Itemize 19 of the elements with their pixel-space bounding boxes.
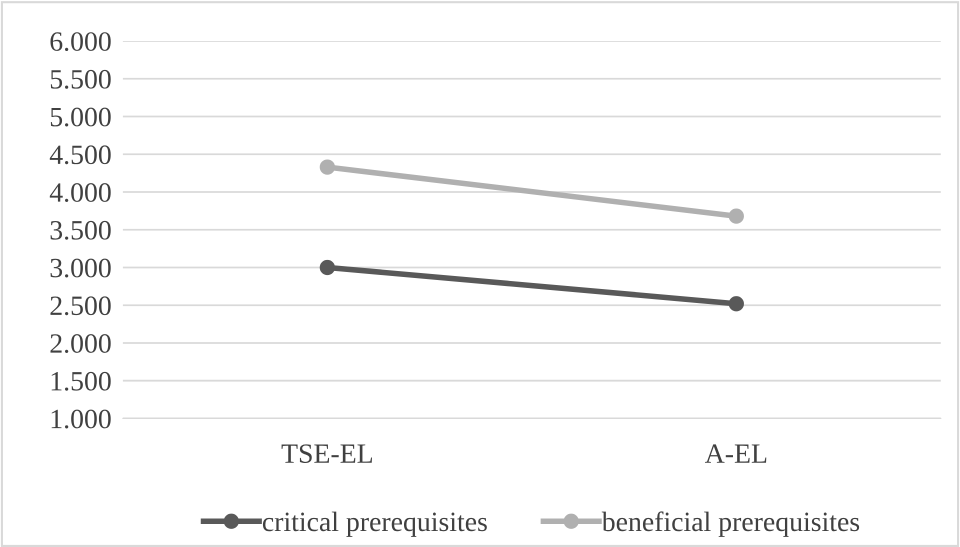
y-tick-label: 5.000 xyxy=(50,108,111,127)
y-tick-label: 6.000 xyxy=(50,32,111,52)
y-tick-label: 2.000 xyxy=(50,334,111,353)
y-tick-label: 4.000 xyxy=(50,183,111,202)
point xyxy=(728,296,744,312)
y-tick-label: 3.000 xyxy=(50,258,111,278)
x-tick-label: TSE-EL xyxy=(282,444,372,464)
legend-label: beneficial prerequisites xyxy=(602,511,860,537)
x-tick-label: A-EL xyxy=(704,444,766,463)
point xyxy=(728,208,744,224)
y-tick-label: 1.500 xyxy=(52,372,111,391)
y-tick-label: 1.000 xyxy=(52,410,111,428)
point xyxy=(320,260,335,276)
point xyxy=(320,159,335,175)
y-tick-label: 4.500 xyxy=(50,145,111,164)
legend-label: critical prerequisites xyxy=(262,512,487,537)
y-tick-label: 5.500 xyxy=(50,70,111,89)
y-tick-label: 3.500 xyxy=(50,220,111,240)
y-tick-label: 2.500 xyxy=(50,296,111,316)
